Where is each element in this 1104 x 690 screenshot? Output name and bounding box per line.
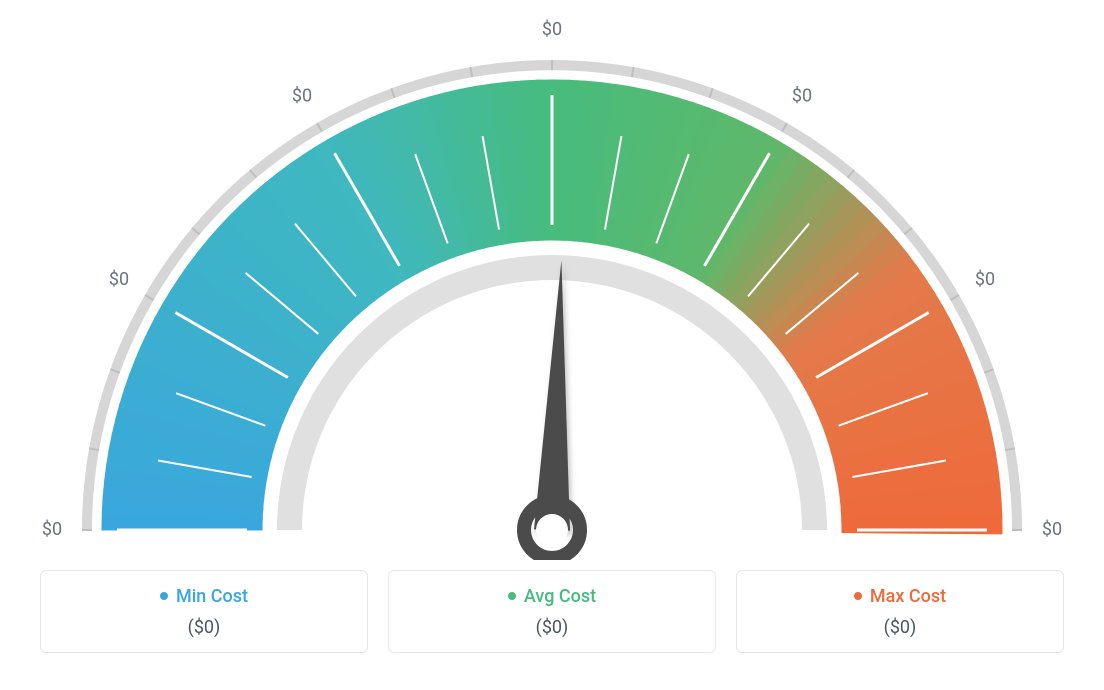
- legend-value-min: ($0): [57, 617, 351, 638]
- legend-card-min: Min Cost ($0): [40, 570, 368, 653]
- svg-text:$0: $0: [975, 269, 995, 290]
- legend-card-max: Max Cost ($0): [736, 570, 1064, 653]
- legend-title-max: Max Cost: [854, 586, 946, 607]
- legend-label-min: Min Cost: [176, 586, 248, 607]
- legend-row: Min Cost ($0) Avg Cost ($0) Max Cost ($0…: [0, 570, 1104, 653]
- legend-dot-avg: [508, 592, 516, 600]
- legend-card-avg: Avg Cost ($0): [388, 570, 716, 653]
- svg-text:$0: $0: [292, 86, 312, 107]
- legend-label-max: Max Cost: [870, 586, 946, 607]
- svg-text:$0: $0: [542, 19, 562, 40]
- svg-text:$0: $0: [792, 86, 812, 107]
- svg-text:$0: $0: [42, 519, 62, 540]
- legend-dot-min: [160, 592, 168, 600]
- gauge-svg: $0 $0 $0 $0 $0 $0 $0: [0, 0, 1104, 560]
- gauge-chart: $0 $0 $0 $0 $0 $0 $0: [0, 0, 1104, 560]
- legend-value-max: ($0): [753, 617, 1047, 638]
- legend-label-avg: Avg Cost: [524, 586, 596, 607]
- legend-title-min: Min Cost: [160, 586, 248, 607]
- legend-title-avg: Avg Cost: [508, 586, 596, 607]
- legend-value-avg: ($0): [405, 617, 699, 638]
- svg-text:$0: $0: [109, 269, 129, 290]
- legend-dot-max: [854, 592, 862, 600]
- svg-text:$0: $0: [1042, 519, 1062, 540]
